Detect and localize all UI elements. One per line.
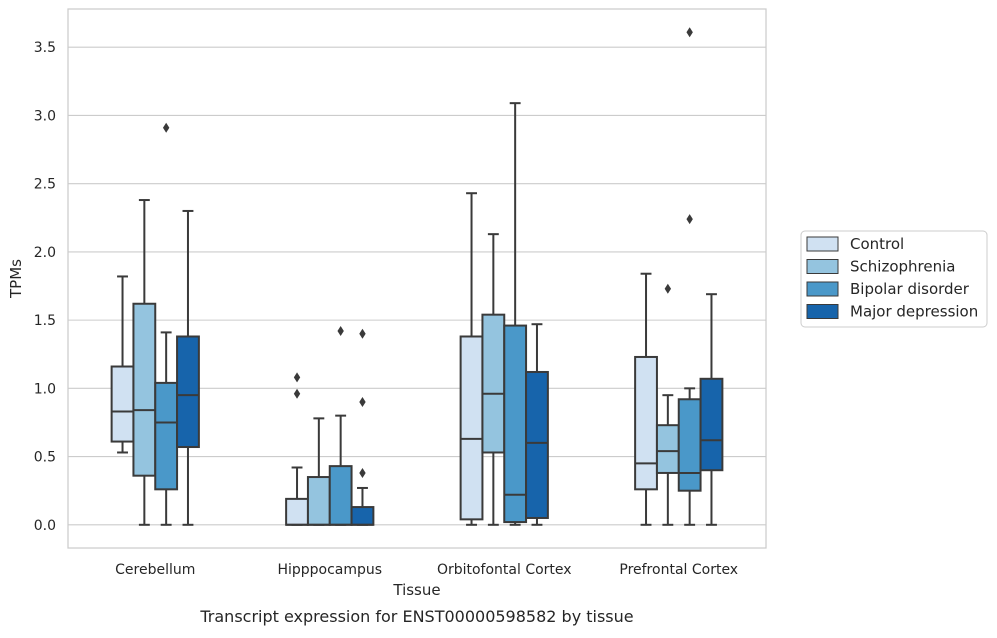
outlier-point (359, 396, 366, 407)
iqr-box (350, 506, 375, 526)
box-major-depression (525, 323, 549, 526)
x-tick-labels: Cerebellum Hipppocampus Orbitofontal Corte… (115, 562, 738, 578)
box-control (285, 372, 309, 526)
x-tick-label: Hipppocampus (277, 562, 382, 578)
y-tick-label: 3.0 (34, 108, 56, 124)
iqr-box (459, 335, 484, 521)
y-axis-label: TPMs (7, 259, 25, 299)
outlier-point (162, 122, 170, 133)
box-bipolar-disorder (677, 27, 702, 526)
x-tick-label: Cerebellum (115, 562, 195, 578)
legend-label: Major depression (850, 303, 978, 321)
legend-frame (800, 230, 988, 328)
legend-swatch (806, 236, 839, 252)
plot-frame (67, 8, 767, 549)
iqr-box (285, 497, 309, 526)
box-bipolar-disorder (503, 102, 528, 526)
iqr-box (154, 381, 179, 491)
iqr-box (481, 313, 506, 454)
y-tick-label: 0.5 (34, 450, 56, 466)
box-schizophrenia (132, 199, 157, 526)
x-tick-label: Orbitofontal Cortex (437, 562, 572, 578)
iqr-box (699, 377, 724, 472)
box-bipolar-disorder (154, 122, 179, 526)
chart-caption: Transcript expression for ENST0000059858… (199, 607, 633, 626)
iqr-box (655, 424, 680, 474)
legend: Control Schizophrenia Bipolar disorder Majo… (800, 230, 988, 328)
box-series (110, 27, 724, 526)
box-control (459, 192, 484, 526)
iqr-box (634, 355, 658, 491)
outlier-point (359, 467, 366, 478)
box-schizophrenia (306, 417, 331, 526)
box-control (634, 272, 658, 526)
outlier-point (359, 328, 366, 339)
outlier-point (664, 283, 672, 294)
y-tick-label: 2.5 (34, 177, 56, 193)
legend-label: Control (850, 235, 904, 253)
y-tick-label: 1.0 (34, 381, 56, 397)
legend-label: Bipolar disorder (850, 280, 970, 298)
box-major-depression (699, 293, 724, 526)
iqr-box (176, 335, 200, 449)
box-control (110, 275, 135, 454)
outlier-point (293, 388, 301, 399)
outlier-point (337, 326, 344, 337)
legend-swatch (806, 281, 839, 297)
outlier-point (293, 372, 301, 383)
iqr-box (525, 370, 549, 519)
iqr-box (306, 476, 331, 526)
box-schizophrenia (655, 283, 680, 526)
box-major-depression (350, 328, 375, 526)
box-bipolar-disorder (328, 326, 353, 526)
y-tick-label: 3.5 (34, 40, 56, 56)
legend-swatch (806, 304, 839, 319)
iqr-box (328, 465, 353, 526)
legend-label: Schizophrenia (850, 258, 955, 276)
iqr-box (503, 324, 528, 524)
y-tick-labels: 0.0 0.5 1.0 1.5 2.0 2.5 3.0 3.5 (34, 40, 56, 534)
legend-swatch (806, 259, 839, 274)
iqr-box (110, 365, 135, 443)
y-tick-label: 2.0 (34, 245, 56, 261)
x-axis-label: Tissue (392, 581, 440, 599)
y-tick-label: 1.5 (34, 313, 56, 329)
box-major-depression (176, 209, 200, 526)
y-tick-label: 0.0 (34, 518, 56, 534)
x-tick-label: Prefrontal Cortex (619, 562, 738, 578)
box-schizophrenia (481, 233, 506, 526)
iqr-box (677, 398, 702, 492)
iqr-box (132, 302, 157, 477)
outlier-point (686, 214, 693, 225)
outlier-point (686, 27, 693, 38)
